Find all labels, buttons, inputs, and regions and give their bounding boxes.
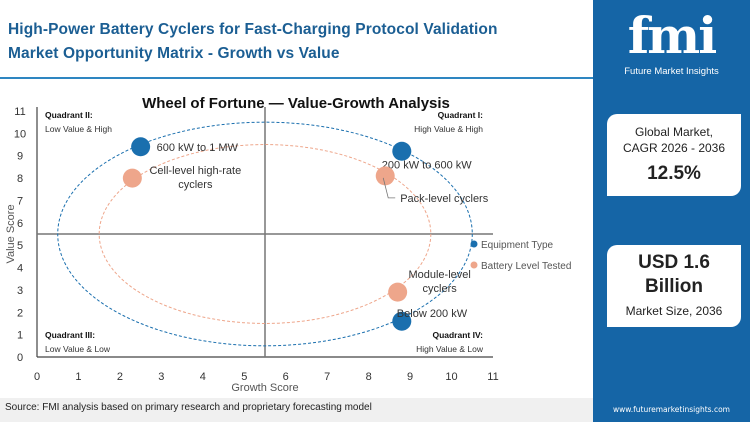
title-line-2: Market Opportunity Matrix - Growth vs Va… [8, 45, 340, 62]
x-axis-label: Growth Score [231, 382, 298, 394]
x-tick-label: 10 [445, 371, 457, 383]
y-tick-label: 11 [14, 106, 25, 118]
leader-line [382, 177, 396, 199]
x-tick-label: 1 [75, 371, 81, 383]
sidebar: fmi Future Market Insights Global Market… [593, 0, 750, 422]
y-tick-label: 10 [14, 128, 26, 140]
website-url[interactable]: www.futuremarketinsights.com [613, 405, 730, 414]
legend-marker [470, 261, 478, 269]
quadrant-subtitle: Low Value & Low [45, 344, 111, 354]
x-tick-label: 3 [158, 371, 164, 383]
data-point-label: 200 kW to 600 kW [382, 159, 472, 171]
quadrant-subtitle: High Value & Low [416, 344, 484, 354]
quadrant-title: Quadrant II: [45, 110, 93, 120]
legend-marker [470, 240, 478, 248]
source-bar: Source: FMI analysis based on primary re… [0, 398, 593, 422]
label-line: cyclers [423, 283, 458, 295]
label-line: Module-level [408, 269, 470, 281]
y-tick-label: 8 [17, 173, 23, 185]
y-tick-label: 4 [17, 263, 23, 275]
x-tick-label: 4 [200, 371, 206, 383]
y-tick-label: 0 [17, 352, 23, 364]
quadrant-title: Quadrant I: [438, 110, 484, 120]
x-tick-label: 2 [117, 371, 123, 383]
source-text: Source: FMI analysis based on primary re… [5, 402, 372, 413]
market-size-value-2: Billion [644, 276, 704, 297]
chart: Wheel of Fortune — Value-Growth Analysis… [5, 95, 571, 394]
market-size-card: USD 1.6 Billion Market Size, 2036 [607, 245, 741, 327]
x-tick-label: 7 [324, 371, 330, 383]
series-ellipse [98, 144, 432, 324]
data-point [388, 282, 408, 302]
data-point [122, 168, 142, 188]
chart-title: Wheel of Fortune — Value-Growth Analysis [142, 95, 450, 112]
y-tick-label: 9 [17, 151, 23, 163]
data-point-label: Below 200 kW [397, 308, 468, 320]
fmi-logo: fmi Future Market Insights [593, 6, 750, 78]
label-line: cyclers [178, 179, 213, 191]
data-point [392, 141, 412, 161]
x-tick-label: 11 [487, 371, 498, 383]
data-point-label: Cell-level high-rate cyclers [149, 165, 241, 191]
y-tick-label: 7 [17, 195, 23, 207]
market-size-value-1: USD 1.6 [638, 252, 710, 273]
cagr-label-1: Global Market, [634, 125, 714, 139]
x-tick-label: 8 [366, 371, 372, 383]
quadrant-subtitle: Low Value & High [45, 124, 112, 134]
x-tick-label: 0 [34, 371, 40, 383]
x-tick-label: 6 [283, 371, 289, 383]
data-point-label: 600 kW to 1 MW [157, 142, 239, 154]
series-ellipse [57, 121, 473, 347]
y-tick-label: 5 [17, 240, 23, 252]
legend-label: Battery Level Tested [481, 261, 571, 272]
cagr-label-2: CAGR 2026 - 2036 [622, 141, 726, 155]
y-axis-label: Value Score [5, 204, 17, 263]
logo-subtext: Future Market Insights [624, 66, 719, 77]
data-point-label: Pack-level cyclers [400, 193, 489, 205]
quadrant-subtitle: High Value & High [414, 124, 483, 134]
cagr-card: Global Market, CAGR 2026 - 2036 12.5% [607, 114, 741, 196]
y-tick-label: 2 [17, 307, 23, 319]
y-tick-label: 1 [17, 330, 23, 342]
legend-label: Equipment Type [481, 240, 554, 251]
data-point [131, 137, 151, 157]
y-tick-label: 3 [17, 285, 23, 297]
x-tick-label: 9 [407, 371, 413, 383]
x-tick-label: 5 [241, 371, 247, 383]
data-point [375, 166, 395, 186]
y-tick-label: 6 [17, 218, 23, 230]
logo-text: fmi [627, 6, 717, 65]
data-point [392, 311, 412, 331]
market-size-label: Market Size, 2036 [625, 304, 723, 318]
data-point-label: Module-level cyclers [408, 269, 470, 295]
quadrant-title: Quadrant IV: [432, 330, 483, 340]
title-line-1: High-Power Battery Cyclers for Fast-Char… [8, 21, 498, 38]
header-divider [0, 77, 593, 79]
label-line: Cell-level high-rate [149, 165, 241, 177]
page-title: High-Power Battery Cyclers for Fast-Char… [8, 18, 498, 66]
cagr-value: 12.5% [647, 163, 701, 184]
quadrant-title: Quadrant III: [45, 330, 95, 340]
